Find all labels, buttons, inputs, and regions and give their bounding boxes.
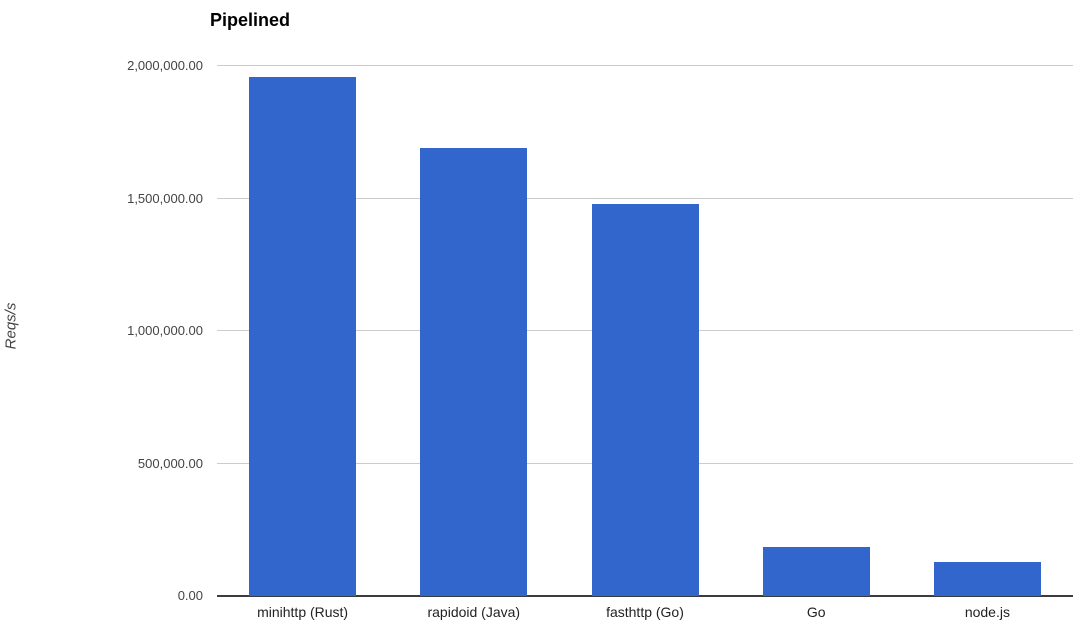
- bar-rapidoid-java: [420, 148, 528, 596]
- chart-title: Pipelined: [210, 10, 291, 30]
- plot-area: [217, 65, 1073, 597]
- bar-minihttp-rust: [249, 76, 357, 596]
- bar-fasthttp-go: [591, 203, 699, 596]
- bar-node-js: [933, 562, 1041, 596]
- gridline: [217, 197, 1073, 199]
- x-category-label: fasthttp (Go): [606, 604, 684, 620]
- y-tick-label: 0.00: [177, 588, 203, 603]
- x-category-label: node.js: [964, 604, 1010, 620]
- y-tick-label: 1,000,000.00: [127, 323, 203, 338]
- y-tick-label: 500,000.00: [137, 455, 203, 471]
- bar-go: [762, 546, 870, 596]
- y-tick-label: 2,000,000.00: [127, 58, 203, 73]
- x-category-label: Go: [806, 604, 826, 620]
- y-tick-label: 1,500,000.00: [127, 190, 203, 206]
- x-axis-line: [217, 595, 1073, 597]
- x-category-label: rapidoid (Java): [427, 604, 521, 620]
- gridline: [217, 65, 1073, 66]
- x-category-label: minihttp (Rust): [257, 604, 349, 620]
